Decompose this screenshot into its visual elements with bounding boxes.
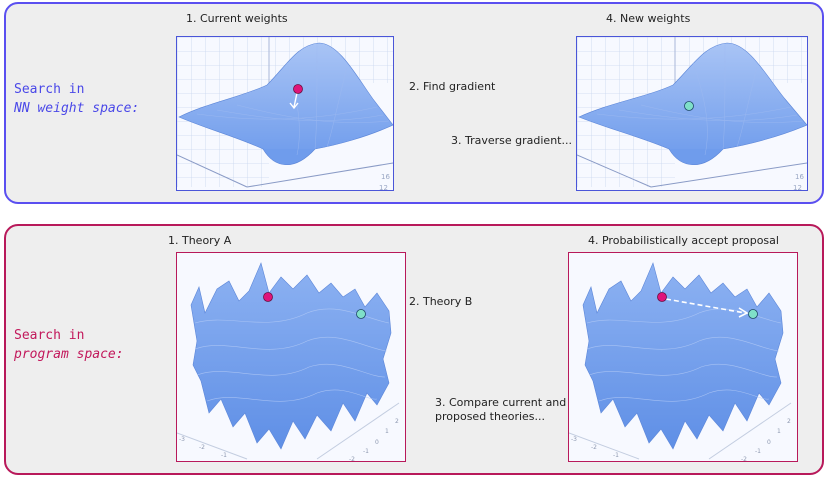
compare-line2: proposed theories...: [435, 410, 546, 423]
step-traverse-gradient: 3. Traverse gradient...: [451, 134, 572, 147]
theory-b-point: [356, 309, 366, 319]
axis-tick-12: 12: [793, 184, 802, 191]
program-heading-line1: Search in: [14, 328, 85, 343]
step-current-weights: 1. Current weights: [186, 12, 288, 25]
axis-tick-left: -2: [199, 444, 205, 451]
axis-tick-left: -1: [613, 452, 619, 459]
program-heading-line2: program space:: [14, 347, 124, 362]
current-theory-point: [657, 292, 667, 302]
loss-surface: [178, 42, 393, 159]
theories-plot: -3 -2 -1 2 1 0 -1 -2: [176, 252, 406, 462]
accept-proposal-plot: -3 -2 -1 2 1 0 -1 -2: [568, 252, 798, 462]
step-compare-theories: 3. Compare current and proposed theories…: [435, 396, 566, 424]
gradient-arrow: [293, 92, 298, 108]
axis-tick-right: -2: [741, 456, 747, 462]
current-weights-point: [293, 84, 303, 94]
axis-tick-right: 1: [777, 428, 781, 435]
step-theory-b: 2. Theory B: [409, 295, 473, 308]
proposed-theory-point: [748, 309, 758, 319]
axis-tick-right: 0: [767, 439, 771, 446]
axis-tick-right: 1: [385, 428, 389, 435]
theory-a-point: [263, 292, 273, 302]
loss-surface: [578, 42, 807, 159]
nn-heading-line2: NN weight space:: [14, 101, 140, 116]
new-weights-point: [684, 101, 694, 111]
step-accept-proposal: 4. Probabilistically accept proposal: [588, 234, 779, 247]
axis-tick-left: -3: [571, 436, 577, 443]
axis-tick-right: -1: [755, 448, 761, 455]
axis-tick-right: 2: [787, 418, 791, 425]
nn-heading-line1: Search in: [14, 82, 85, 97]
step-find-gradient: 2. Find gradient: [409, 80, 496, 93]
axis-tick-12: 12: [379, 184, 388, 191]
nn-weight-space-heading: Search in NN weight space:: [14, 80, 139, 118]
axis-tick-right: -1: [363, 448, 369, 455]
program-surface: [582, 262, 784, 450]
axis-tick-left: -1: [221, 452, 227, 459]
axis-tick-right: -2: [349, 456, 355, 462]
program-space-heading: Search in program space:: [14, 326, 124, 364]
axis-tick-left: -3: [179, 436, 185, 443]
axis-tick-16: 16: [381, 173, 390, 181]
step-theory-a: 1. Theory A: [168, 234, 232, 247]
compare-line1: 3. Compare current and: [435, 396, 567, 409]
proposal-arrow: [665, 298, 746, 314]
program-surface: [190, 262, 392, 450]
axis-tick-right: 0: [375, 439, 379, 446]
axis-tick-right: 2: [395, 418, 399, 425]
step-new-weights: 4. New weights: [606, 12, 691, 25]
new-weights-plot: 16 12: [576, 36, 808, 191]
current-weights-plot: 16 12: [176, 36, 394, 191]
axis-tick-16: 16: [795, 173, 804, 181]
axis-tick-left: -2: [591, 444, 597, 451]
